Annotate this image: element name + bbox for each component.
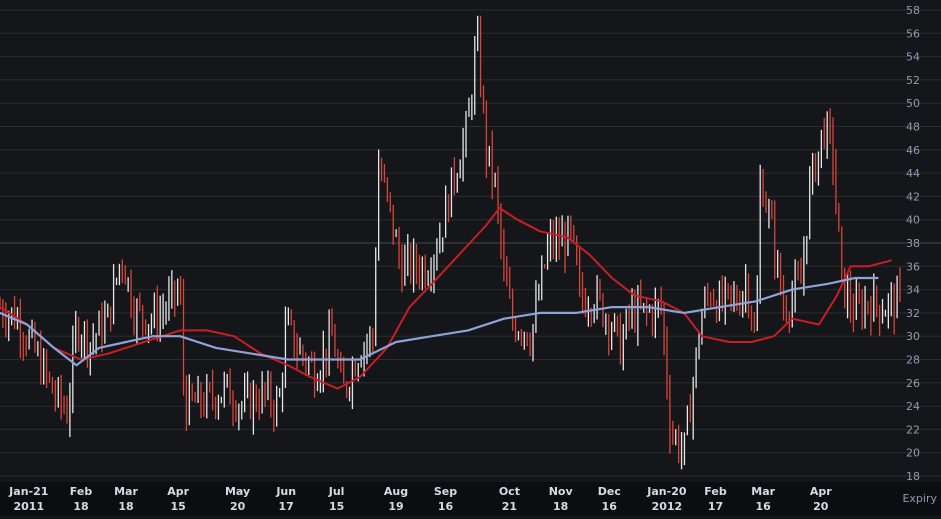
y-tick-label: 34 xyxy=(906,284,920,297)
x-tick-sublabel: 21 xyxy=(502,500,517,513)
x-tick-sublabel: 19 xyxy=(388,500,403,513)
x-tick-sublabel: 17 xyxy=(279,500,294,513)
y-tick-label: 50 xyxy=(906,97,920,110)
x-tick-label: Jul xyxy=(328,485,345,498)
x-tick-sublabel: 18 xyxy=(73,500,88,513)
x-tick-sublabel: 18 xyxy=(553,500,568,513)
y-axis: 18 20 22 24 26 28 30 32 34 36 38 40 42 44 46 48 50 52 54 56… xyxy=(906,4,920,483)
y-tick-label: 56 xyxy=(906,27,920,40)
x-tick-sublabel: 17 xyxy=(708,500,723,513)
x-tick-sublabel: 16 xyxy=(602,500,618,513)
x-tick-label: Sep xyxy=(434,485,457,498)
x-tick-label: Nov xyxy=(549,485,574,498)
x-tick-label: Feb xyxy=(70,485,93,498)
x-tick-label: Dec xyxy=(598,485,621,498)
x-tick-label: Jan-21 xyxy=(8,485,48,498)
y-tick-label: 42 xyxy=(906,190,920,203)
y-tick-label: 22 xyxy=(906,423,920,436)
x-tick-sublabel: 2012 xyxy=(652,500,683,513)
x-tick-sublabel: 15 xyxy=(171,500,186,513)
y-tick-label: 28 xyxy=(906,354,920,367)
y-tick-label: 54 xyxy=(906,51,920,64)
x-tick-sublabel: 2011 xyxy=(13,500,44,513)
x-tick-label: Oct xyxy=(499,485,520,498)
x-tick-sublabel: 20 xyxy=(230,500,246,513)
y-tick-label: 38 xyxy=(906,237,920,250)
x-tick-sublabel: 15 xyxy=(329,500,344,513)
x-tick-label: Jun xyxy=(275,485,296,498)
y-tick-label: 52 xyxy=(906,74,920,87)
y-tick-label: 58 xyxy=(906,4,920,17)
series-line-red xyxy=(0,207,892,390)
x-tick-sublabel: 20 xyxy=(813,500,829,513)
x-tick-label: Feb xyxy=(704,485,727,498)
x-tick-label: Apr xyxy=(167,485,189,498)
price-bars xyxy=(0,15,901,470)
x-tick-label: Jan-20 xyxy=(646,485,687,498)
y-tick-label: 32 xyxy=(906,307,920,320)
y-tick-label: 18 xyxy=(906,470,920,483)
grid-lines xyxy=(0,9,941,477)
x-tick-label: Apr xyxy=(810,485,832,498)
moving-average-lines xyxy=(0,207,892,390)
x-tick-label: Aug xyxy=(384,485,408,498)
x-tick-label: Mar xyxy=(114,485,138,498)
y-tick-label: 20 xyxy=(906,447,920,460)
x-tick-sublabel: 16 xyxy=(756,500,772,513)
y-tick-label: 36 xyxy=(906,260,920,273)
x-tick-sublabel: 16 xyxy=(438,500,454,513)
x-axis: Jan-21 2011 Feb 18 Mar 18 Apr 15 May 20 Jun 17 Jul 15… xyxy=(8,485,832,513)
y-tick-label: 48 xyxy=(906,121,920,134)
x-tick-label: Mar xyxy=(751,485,775,498)
y-tick-label: 46 xyxy=(906,144,920,157)
y-tick-label: 30 xyxy=(906,330,920,343)
x-axis-band xyxy=(0,482,941,515)
y-tick-label: 26 xyxy=(906,377,920,390)
series-line-blue xyxy=(0,276,879,367)
x-axis-title: Expiry xyxy=(902,492,937,505)
x-tick-sublabel: 18 xyxy=(118,500,133,513)
y-tick-label: 44 xyxy=(906,167,920,180)
y-tick-label: 24 xyxy=(906,400,920,413)
y-tick-label: 40 xyxy=(906,214,920,227)
x-tick-label: May xyxy=(225,485,250,498)
